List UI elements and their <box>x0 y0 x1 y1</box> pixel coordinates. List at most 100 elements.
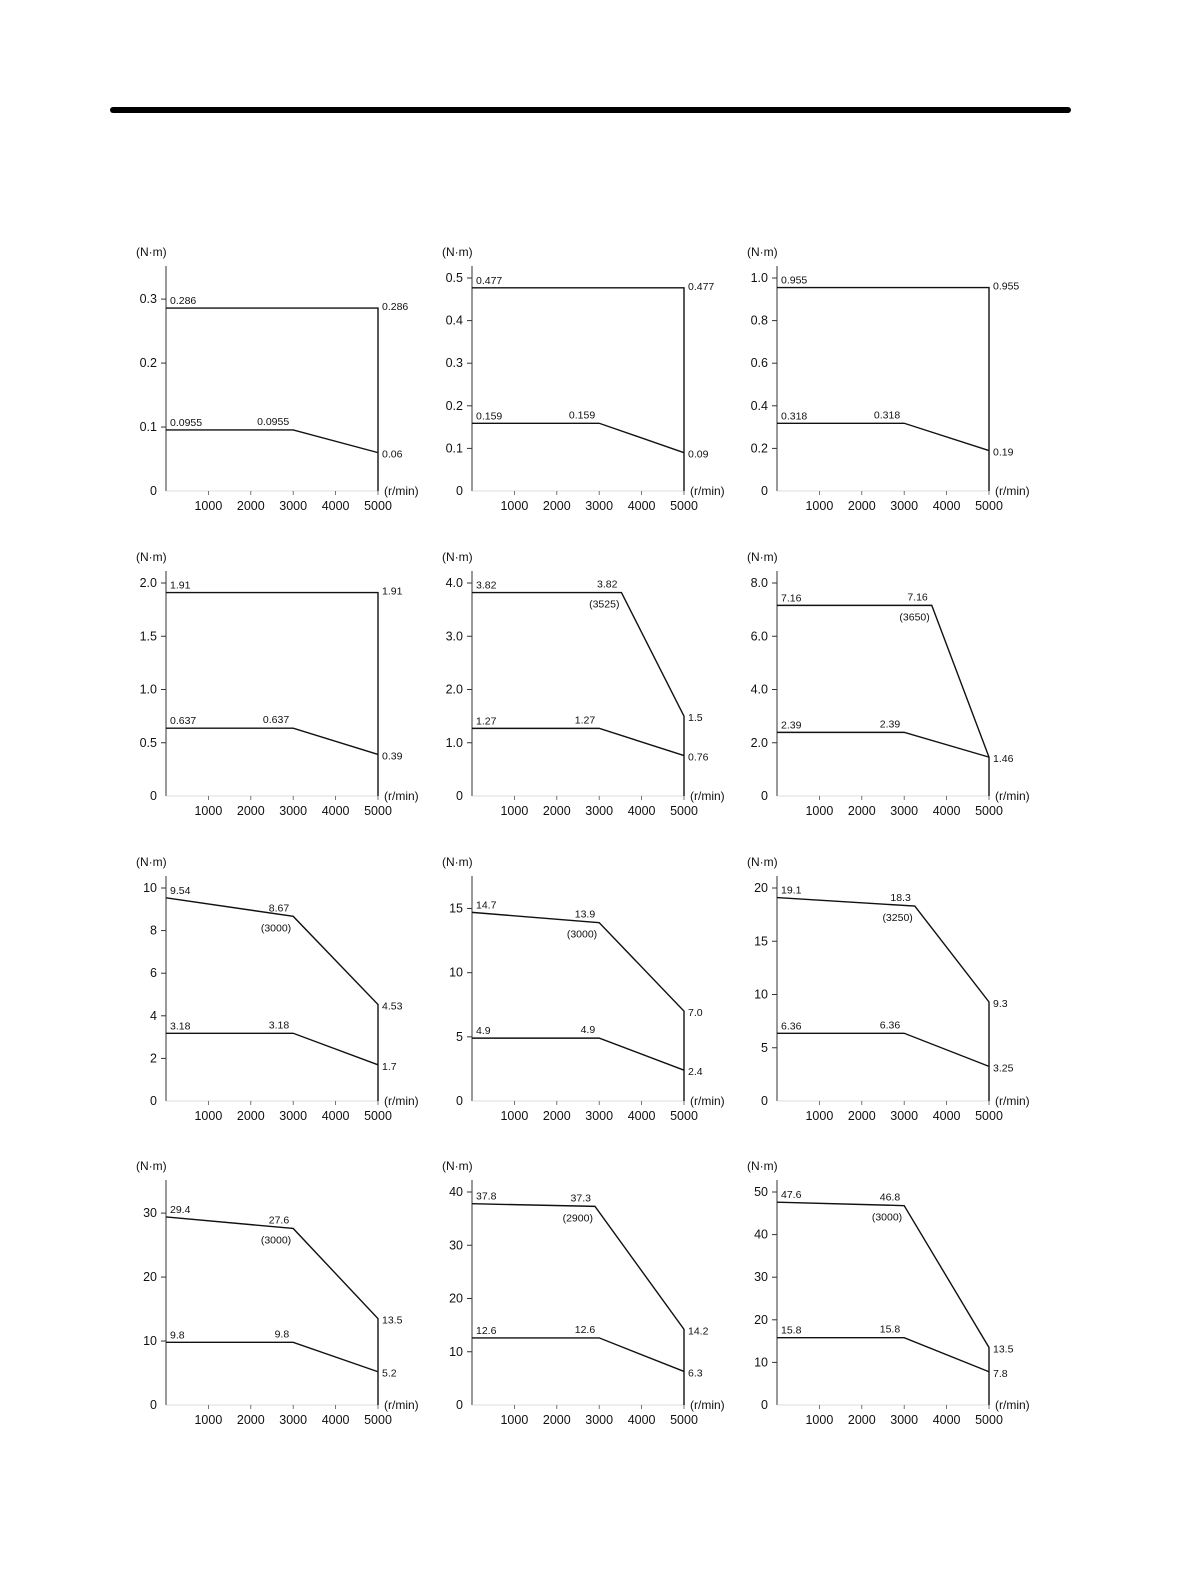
continuous-end-label: 2.4 <box>688 1066 703 1078</box>
peak-torque-line <box>472 287 685 491</box>
peak-torque-line <box>777 286 990 491</box>
y-tick-label: 1.0 <box>140 683 157 697</box>
y-tick-label: 0.1 <box>446 441 463 455</box>
x-tick-label: 1000 <box>805 804 833 818</box>
y-tick-label: 4.0 <box>751 683 768 697</box>
x-axis-label: (r/min) <box>690 1398 725 1412</box>
peak-corner-label: 13.9 <box>575 909 596 921</box>
continuous-torque-line <box>472 1037 685 1071</box>
peak-corner-label: 7.16 <box>907 591 928 603</box>
y-tick-label: 0 <box>150 484 157 498</box>
continuous-corner-label: 9.8 <box>275 1328 290 1340</box>
y-tick-label: 0.8 <box>751 314 768 328</box>
x-tick-label: 4000 <box>322 1413 350 1427</box>
peak-end-label: 13.5 <box>993 1343 1014 1355</box>
continuous-torque-line <box>777 422 990 452</box>
continuous-torque-line <box>166 1032 379 1066</box>
x-tick-label: 3000 <box>585 1109 613 1123</box>
x-axis-label: (r/min) <box>690 484 725 498</box>
x-tick-label: 2000 <box>848 1413 876 1427</box>
y-tick-label: 6.0 <box>751 629 768 643</box>
y-tick-label: 0.5 <box>446 271 463 285</box>
peak-corner-label: 8.67 <box>269 902 290 914</box>
y-tick-label: 0 <box>456 789 463 803</box>
chart-4: (N·m) (r/min) 0 0.5 1.0 1.5 2.0 1000 2000 3000 400… <box>136 550 419 818</box>
y-tick-label: 0 <box>761 1094 768 1108</box>
peak-end-label: 1.5 <box>688 712 703 724</box>
peak-start-label: 29.4 <box>170 1204 191 1216</box>
continuous-corner-label: 0.318 <box>874 409 900 421</box>
continuous-start-label: 9.8 <box>170 1329 185 1341</box>
x-axis-label: (r/min) <box>384 1398 419 1412</box>
x-tick-label: 3000 <box>279 804 307 818</box>
peak-start-label: 19.1 <box>781 885 802 897</box>
peak-torque-line <box>166 591 379 796</box>
peak-end-label: 1.91 <box>382 586 403 598</box>
x-axis-label: (r/min) <box>384 789 419 803</box>
y-tick-label: 10 <box>754 988 768 1002</box>
peak-torque-line <box>166 307 379 491</box>
x-tick-label: 1000 <box>194 1413 222 1427</box>
x-tick-label: 2000 <box>237 1109 265 1123</box>
peak-corner-speed-label: (3000) <box>261 1234 291 1246</box>
y-tick-label: 20 <box>754 881 768 895</box>
x-tick-label: 1000 <box>805 499 833 513</box>
y-tick-label: 5 <box>456 1030 463 1044</box>
x-tick-label: 3000 <box>890 804 918 818</box>
x-tick-label: 4000 <box>933 804 961 818</box>
continuous-torque-line <box>166 1341 379 1373</box>
x-tick-label: 3000 <box>890 1413 918 1427</box>
x-tick-label: 5000 <box>364 1413 392 1427</box>
y-tick-label: 0 <box>761 789 768 803</box>
peak-torque-line <box>471 911 685 1101</box>
x-axis-label: (r/min) <box>995 1398 1030 1412</box>
chart-2: (N·m) (r/min) 0 0.1 0.2 0.3 0.4 0.5 1000 2000 3000… <box>442 245 725 513</box>
peak-end-label: 14.2 <box>688 1325 709 1337</box>
y-axis-label: (N·m) <box>747 1159 778 1173</box>
peak-start-label: 3.82 <box>476 580 497 592</box>
y-tick-label: 8.0 <box>751 576 768 590</box>
continuous-start-label: 12.6 <box>476 1325 497 1337</box>
y-tick-label: 1.0 <box>751 271 768 285</box>
x-tick-label: 4000 <box>933 1109 961 1123</box>
y-tick-label: 0.3 <box>140 292 157 306</box>
y-tick-label: 40 <box>754 1228 768 1242</box>
y-tick-label: 0 <box>456 1398 463 1412</box>
y-axis-label: (N·m) <box>442 245 473 259</box>
continuous-corner-label: 12.6 <box>575 1324 596 1336</box>
continuous-corner-label: 1.27 <box>575 714 596 726</box>
x-tick-label: 2000 <box>237 804 265 818</box>
x-tick-label: 2000 <box>848 804 876 818</box>
x-axis-label: (r/min) <box>995 789 1030 803</box>
continuous-start-label: 4.9 <box>476 1025 491 1037</box>
x-axis-label: (r/min) <box>995 1094 1030 1108</box>
continuous-end-label: 0.06 <box>382 449 403 461</box>
x-tick-label: 1000 <box>194 499 222 513</box>
continuous-start-label: 3.18 <box>170 1020 191 1032</box>
x-tick-label: 3000 <box>585 1413 613 1427</box>
y-tick-label: 40 <box>449 1185 463 1199</box>
y-axis-label: (N·m) <box>136 855 167 869</box>
continuous-start-label: 0.159 <box>476 410 502 422</box>
y-axis-label: (N·m) <box>136 550 167 564</box>
y-tick-label: 0.6 <box>751 356 768 370</box>
continuous-corner-label: 0.0955 <box>257 416 289 428</box>
continuous-corner-label: 0.159 <box>569 409 595 421</box>
peak-corner-label: 27.6 <box>269 1214 290 1226</box>
x-tick-label: 1000 <box>805 1413 833 1427</box>
continuous-corner-label: 4.9 <box>581 1024 596 1036</box>
y-tick-label: 0.4 <box>446 314 463 328</box>
peak-corner-label: 37.3 <box>571 1192 592 1204</box>
y-tick-label: 1.0 <box>446 736 463 750</box>
x-tick-label: 2000 <box>237 1413 265 1427</box>
x-tick-label: 5000 <box>364 1109 392 1123</box>
y-axis-label: (N·m) <box>747 245 778 259</box>
peak-start-label: 0.477 <box>476 275 502 287</box>
x-tick-label: 4000 <box>933 499 961 513</box>
peak-start-label: 14.7 <box>476 899 497 911</box>
continuous-start-label: 0.637 <box>170 715 196 727</box>
peak-torque-line <box>471 1203 685 1405</box>
x-tick-label: 4000 <box>322 804 350 818</box>
continuous-end-label: 0.09 <box>688 449 709 461</box>
y-tick-label: 8 <box>150 924 157 938</box>
